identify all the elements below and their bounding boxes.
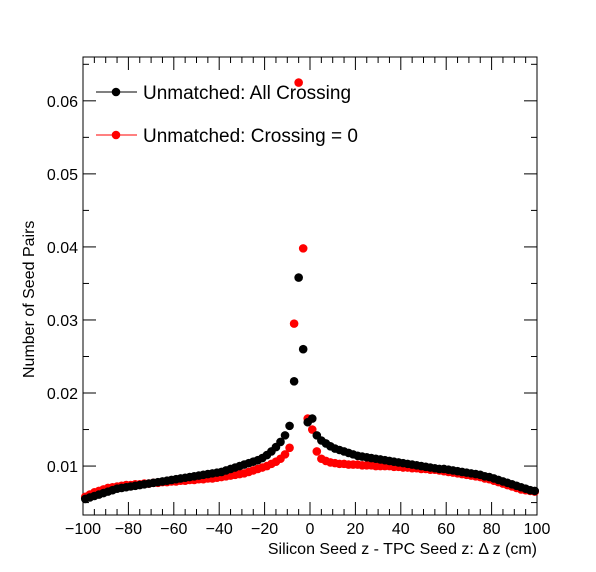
y-tick-label: 0.05: [47, 167, 78, 184]
x-tick-label: 20: [347, 521, 365, 538]
y-tick-label: 0.04: [47, 240, 78, 257]
x-tick-label: −20: [251, 521, 278, 538]
y-tick-label: 0.03: [47, 313, 78, 330]
data-point: [281, 431, 290, 440]
legend: Unmatched: All Crossing Unmatched: Crossi…: [96, 83, 358, 147]
x-tick-label: −100: [65, 521, 101, 538]
data-point: [313, 447, 322, 456]
data-point: [290, 377, 299, 386]
x-tick-label: 100: [524, 521, 551, 538]
y-tick-label: 0.01: [47, 459, 78, 476]
y-axis-tick-labels: 0.01 0.02 0.03 0.04 0.05 0.06: [47, 94, 78, 476]
data-point: [285, 443, 294, 452]
data-point: [308, 414, 317, 423]
data-point: [299, 345, 308, 354]
legend-label: Unmatched: Crossing = 0: [143, 126, 358, 147]
x-tick-label: 40: [392, 521, 410, 538]
x-tick-label: −60: [160, 521, 187, 538]
data-point: [530, 487, 539, 496]
y-axis-title: Number of Seed Pairs: [21, 221, 38, 378]
y-tick-label: 0.02: [47, 386, 78, 403]
legend-label: Unmatched: All Crossing: [143, 83, 351, 104]
legend-marker: [112, 131, 121, 140]
y-tick-label: 0.06: [47, 94, 78, 111]
data-point: [299, 244, 308, 253]
data-point: [290, 319, 299, 328]
x-tick-label: −40: [206, 521, 233, 538]
data-point: [285, 422, 294, 431]
x-axis-title: Silicon Seed z - TPC Seed z: Δ z (cm): [268, 541, 537, 558]
x-tick-label: −80: [115, 521, 142, 538]
series-0: [81, 273, 539, 503]
x-tick-label: 80: [483, 521, 501, 538]
x-tick-label: 60: [437, 521, 455, 538]
x-tick-label: 0: [306, 521, 315, 538]
x-axis-tick-labels: −100 −80 −60 −40 −20 0 20 40 60 80 100: [65, 521, 550, 538]
legend-marker: [112, 88, 121, 97]
data-point: [294, 273, 303, 282]
